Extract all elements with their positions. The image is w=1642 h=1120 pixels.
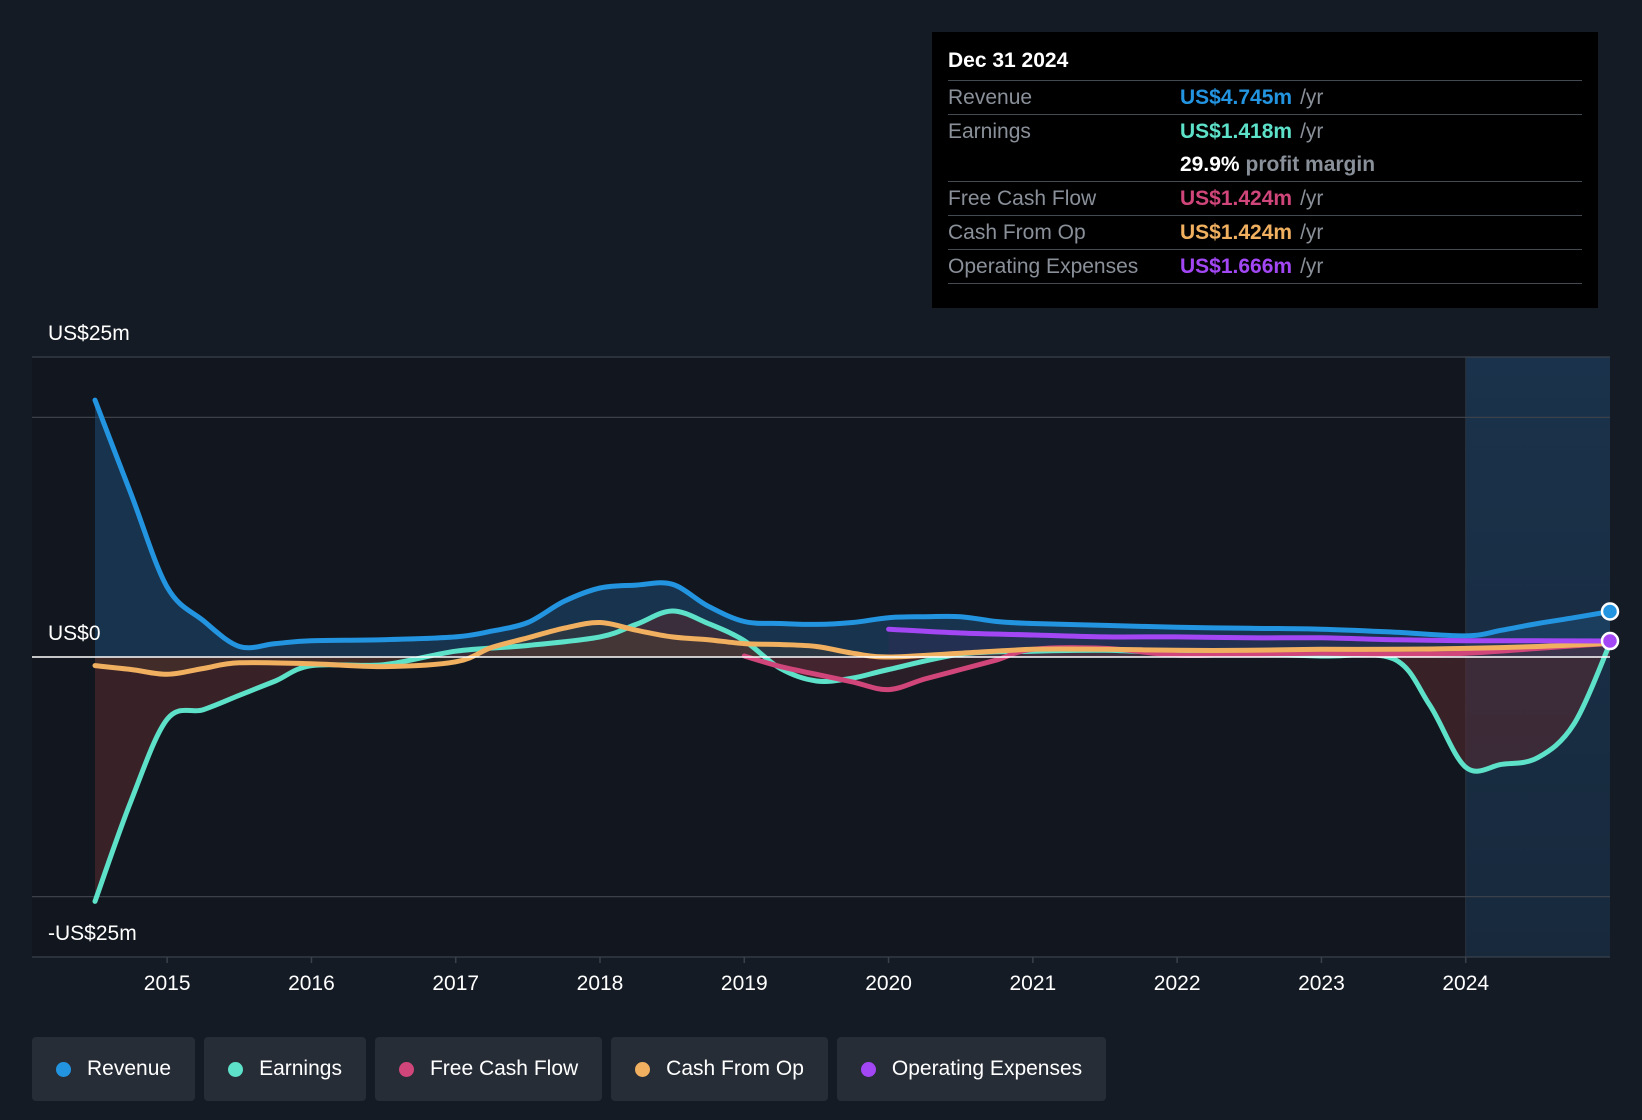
tooltip-value: US$1.424m: [1180, 220, 1293, 244]
legend-item-operating-expenses[interactable]: Operating Expenses: [836, 1037, 1107, 1101]
series-lines: [32, 397, 1613, 904]
x-axis-ticks: 2015 2016 2017 2018 2019 2020 2021 2022 2023 2024: [144, 957, 1489, 995]
series-endpoints: [1600, 602, 1620, 651]
tooltip-row-earnings: Earnings US$1.418m /yr: [948, 114, 1582, 148]
legend-label: Cash From Op: [666, 1057, 804, 1080]
profit-margin-value: 29.9%: [1180, 152, 1240, 176]
tooltip-label: Free Cash Flow: [948, 186, 1097, 210]
tooltip-row-fcf: Free Cash Flow US$1.424m /yr: [948, 181, 1582, 215]
tooltip-row-revenue: Revenue US$4.745m /yr: [948, 80, 1582, 114]
tooltip-unit: /yr: [1300, 254, 1324, 278]
tooltip-row-cfo: Cash From Op US$1.424m /yr: [948, 215, 1582, 249]
x-tick-label: 2016: [288, 972, 335, 995]
profit-margin-text: profit margin: [1245, 152, 1376, 176]
tooltip-label: Revenue: [948, 85, 1033, 109]
legend-item-cash-from-op[interactable]: Cash From Op: [611, 1037, 828, 1101]
tooltip-label: Earnings: [948, 119, 1031, 143]
tooltip-value: US$4.745m: [1180, 85, 1293, 109]
tooltip-value: US$1.424m: [1180, 186, 1293, 210]
y-label-top: US$25m: [48, 322, 130, 345]
legend-dot-icon: [860, 1061, 876, 1077]
line-operating-expenses: [886, 626, 1613, 644]
x-tick-label: 2017: [432, 972, 479, 995]
y-label-bottom: -US$25m: [48, 922, 137, 945]
area-earnings: [95, 610, 1610, 902]
line-revenue: [92, 397, 1613, 651]
tooltip-unit: /yr: [1300, 220, 1324, 244]
x-tick-label: 2019: [721, 972, 768, 995]
x-tick-label: 2015: [144, 972, 191, 995]
line-earnings: [92, 608, 1613, 904]
legend-item-free-cash-flow[interactable]: Free Cash Flow: [374, 1037, 603, 1101]
gridlines: [32, 356, 1610, 958]
legend-label: Revenue: [87, 1057, 172, 1080]
x-tick-label: 2018: [577, 972, 624, 995]
tooltip-panel: Dec 31 2024 Revenue US$4.745m /yr Earnin…: [932, 32, 1598, 308]
legend-label: Free Cash Flow: [429, 1057, 579, 1080]
legend: Revenue Earnings Free Cash Flow Cash Fro…: [32, 1037, 1107, 1101]
legend-dot-icon: [228, 1061, 244, 1077]
legend-dot-icon: [56, 1061, 71, 1077]
tooltip-unit: /yr: [1300, 119, 1324, 143]
legend-dot-icon: [398, 1061, 414, 1077]
legend-dot-icon: [635, 1061, 651, 1077]
x-tick-label: 2021: [1009, 972, 1056, 995]
tooltip-value: US$1.418m: [1180, 119, 1293, 143]
endpoint-operating-expenses: [1600, 631, 1620, 651]
tooltip-label: Operating Expenses: [948, 254, 1139, 278]
tooltip-unit: /yr: [1300, 85, 1324, 109]
tooltip-value: US$1.666m: [1180, 254, 1293, 278]
y-label-zero: US$0: [48, 622, 101, 645]
endpoint-revenue: [1600, 602, 1620, 621]
tooltip-date: Dec 31 2024: [948, 49, 1069, 72]
line-cash-from-op: [92, 619, 1613, 677]
tooltip-row-margin: 29.9% profit margin: [948, 148, 1582, 181]
legend-label: Earnings: [259, 1057, 342, 1080]
y-axis-labels: US$25m US$0 -US$25m: [48, 322, 137, 945]
tooltip-label: Cash From Op: [948, 220, 1086, 244]
x-tick-label: 2022: [1154, 972, 1201, 995]
legend-item-earnings[interactable]: Earnings: [204, 1037, 366, 1101]
x-tick-label: 2023: [1298, 972, 1345, 995]
tooltip-row-opex: Operating Expenses US$1.666m /yr: [948, 249, 1582, 284]
x-tick-label: 2024: [1442, 972, 1489, 995]
legend-item-revenue[interactable]: Revenue: [32, 1037, 196, 1101]
x-tick-label: 2020: [865, 972, 912, 995]
legend-label: Operating Expenses: [891, 1057, 1083, 1080]
tooltip-unit: /yr: [1300, 186, 1324, 210]
